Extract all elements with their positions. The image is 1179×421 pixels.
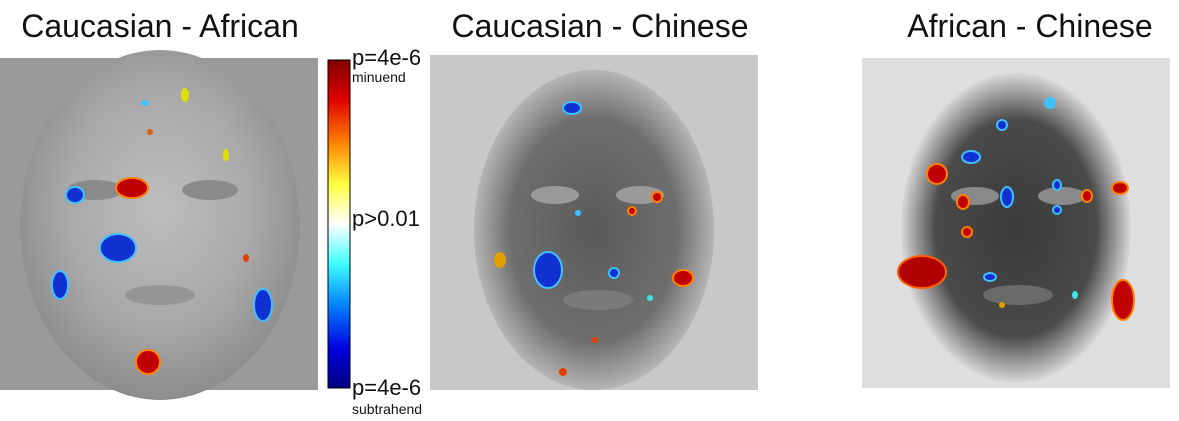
colorbar-label: p=4e-6	[352, 45, 421, 70]
eye	[531, 186, 579, 204]
blob	[181, 88, 189, 102]
blob	[1000, 186, 1014, 208]
blob	[999, 302, 1005, 308]
blob	[1044, 97, 1056, 109]
blob	[956, 194, 970, 210]
panel-title: African - Chinese	[907, 8, 1152, 44]
panel: Caucasian - Chinese	[430, 8, 758, 390]
blob	[575, 210, 581, 216]
blob	[672, 269, 694, 287]
blob	[961, 226, 973, 238]
blob	[1111, 279, 1135, 321]
blob	[926, 163, 948, 185]
colorbar: p=4e-6 minuend p>0.01 p=4e-6 subtrahend	[327, 45, 422, 417]
blob	[961, 150, 981, 164]
blobs	[897, 97, 1135, 321]
mouth	[983, 285, 1053, 305]
blob	[135, 349, 161, 375]
blob	[592, 337, 598, 343]
blob	[1081, 189, 1093, 203]
eye	[182, 180, 238, 200]
blobs	[51, 88, 273, 375]
face	[20, 50, 300, 400]
blob	[51, 270, 69, 300]
blob	[243, 254, 249, 262]
eye	[1038, 187, 1086, 205]
blob	[983, 272, 997, 282]
blob	[897, 255, 947, 289]
panel-title: Caucasian - African	[21, 8, 298, 44]
blob	[1072, 291, 1078, 299]
colorbar-note: subtrahend	[352, 401, 422, 417]
blob	[253, 288, 273, 322]
colorbar-scale	[327, 59, 351, 389]
colorbar-note: minuend	[352, 69, 406, 85]
blob	[533, 251, 563, 289]
panel-title: Caucasian - Chinese	[451, 8, 748, 44]
face	[901, 73, 1131, 383]
blob	[1052, 205, 1062, 215]
blob	[141, 100, 149, 106]
blob	[65, 186, 85, 204]
blob	[99, 233, 137, 263]
blob	[147, 129, 153, 135]
blob	[223, 149, 229, 161]
blob	[559, 368, 567, 376]
mouth	[125, 285, 195, 305]
blob	[627, 206, 637, 216]
blob	[996, 119, 1008, 131]
blob	[651, 191, 663, 203]
face	[474, 70, 714, 390]
mouth	[563, 290, 633, 310]
blob	[1052, 179, 1062, 191]
colorbar-label: p>0.01	[352, 206, 420, 231]
panel: Caucasian - African	[0, 8, 318, 400]
blob	[494, 252, 506, 268]
panel: African - Chinese	[862, 8, 1170, 388]
blob	[562, 101, 582, 115]
blob	[608, 267, 620, 279]
blob	[647, 295, 653, 301]
colorbar-label: p=4e-6	[352, 375, 421, 400]
blob	[1111, 181, 1129, 195]
blob	[115, 177, 149, 199]
blobs	[494, 101, 694, 376]
